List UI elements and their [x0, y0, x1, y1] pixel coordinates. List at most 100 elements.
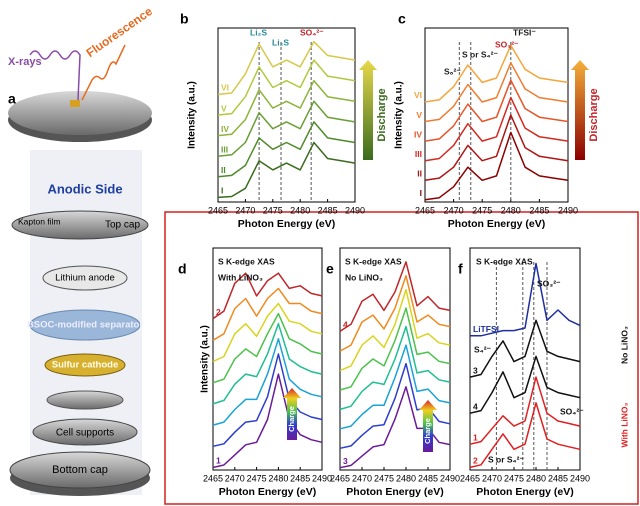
kapton-label: Kapton film	[18, 216, 61, 226]
series-label: LiTFSI	[473, 324, 499, 334]
annotation: S or S₄²⁻	[488, 454, 524, 464]
plot-frame	[424, 27, 569, 203]
plot-frame	[212, 247, 323, 471]
series-label: 4	[343, 320, 348, 330]
x-axis-label: Photon Energy (eV)	[219, 486, 316, 498]
series-label: IV	[221, 124, 229, 134]
x-tick-label: 2470	[225, 473, 245, 483]
spectrum	[469, 355, 581, 414]
spectrum	[470, 262, 581, 337]
arrow	[283, 388, 301, 440]
series-label: 1	[473, 432, 478, 442]
x-tick-label: 2465	[208, 205, 228, 215]
x-tick-label: 2475	[263, 205, 283, 215]
spectrum	[212, 338, 323, 426]
annotation: Li₂S	[272, 37, 289, 47]
annotation: No LiNO₃	[619, 326, 629, 364]
series-label: I	[420, 188, 422, 198]
fluor-label: Fluorescence	[84, 4, 156, 60]
spectrum	[424, 44, 569, 103]
x-tick-label: 2485	[529, 205, 549, 215]
x-tick-label: 2470	[235, 205, 255, 215]
x-tick-label: 2480	[290, 205, 310, 215]
annotation: SO₃²⁻	[495, 39, 519, 49]
x-tick-label: 2475	[504, 473, 524, 483]
series-label: II	[417, 169, 422, 179]
x-tick-label: 2490	[345, 205, 365, 215]
annotation: S₄²⁻	[474, 344, 492, 354]
annotation: S K-edge XAS	[476, 256, 533, 266]
chart: f 2465 2470 2475 2480 2485 2490 Photon Energy (…	[458, 247, 629, 498]
series-label: III	[221, 144, 228, 154]
series-label: VI	[414, 90, 422, 100]
x-tick-label: 2480	[396, 473, 416, 483]
diagram: a X-rays Fluorescence Anodic Side Kapton…	[8, 4, 155, 496]
top-cap	[11, 210, 149, 240]
x-tick-label: 2470	[482, 473, 502, 483]
annotation: S K-edge XAS	[345, 256, 402, 266]
spectrum	[339, 344, 451, 430]
spectrum	[212, 302, 323, 363]
panel-label: e	[326, 261, 334, 277]
panel-label: d	[178, 261, 187, 277]
annotation: S K-edge XAS	[218, 256, 275, 266]
supports-label: Cell supports	[56, 428, 114, 439]
panel-label: a	[8, 91, 16, 107]
spectrum	[212, 312, 323, 384]
x-tick-label: 2485	[318, 205, 338, 215]
chart: c 2465 2470 2475 2480 2485 2490 Photon Energy (…	[394, 11, 600, 230]
separator-label: BSOC-modified separator	[27, 320, 143, 331]
y-axis-label: Intensity (a.u.)	[394, 81, 405, 149]
x-tick-label: 2470	[352, 473, 372, 483]
annotation: No LiNO₃	[345, 272, 383, 282]
series-label: IV	[414, 129, 422, 139]
spectrum	[424, 96, 569, 162]
x-tick-label: 2475	[247, 473, 267, 483]
spectrum	[469, 376, 581, 445]
spectrum	[424, 114, 569, 182]
x-tick-label: 2490	[440, 473, 460, 483]
x-axis-label: Photon Energy (eV)	[476, 486, 573, 498]
arrow	[571, 60, 589, 160]
x-tick-label: 2490	[570, 473, 590, 483]
series-label: 2	[216, 307, 221, 317]
annotation: S₆²⁻	[444, 66, 461, 76]
annotation: Li₂S	[250, 27, 267, 37]
cathode	[44, 353, 126, 377]
spectrum	[212, 353, 323, 448]
arrow	[359, 60, 377, 160]
series-label: 4	[473, 401, 478, 411]
cell-top	[8, 91, 152, 135]
spectrum	[339, 261, 451, 332]
x-axis-label: Photon Energy (eV)	[238, 218, 335, 230]
topcap-label: Top cap	[105, 220, 140, 231]
plot-frame	[469, 247, 581, 471]
sample	[70, 100, 80, 107]
x-tick-label: 2490	[312, 473, 332, 483]
spectrum	[212, 322, 323, 405]
panel-label: b	[180, 11, 189, 27]
x-tick-label: 2485	[548, 473, 568, 483]
spectrum	[339, 288, 451, 372]
spectrum	[217, 100, 356, 157]
x-tick-label: 2475	[374, 473, 394, 483]
annotation: SO₄²⁻	[560, 406, 584, 416]
series-label: V	[221, 103, 227, 113]
x-tick-label: 2490	[558, 205, 578, 215]
spectrum	[217, 121, 356, 178]
arrow-label: Discharge	[376, 88, 388, 141]
series-label: II	[221, 165, 226, 175]
x-tick-label: 2465	[415, 205, 435, 215]
fluor-wave	[81, 44, 126, 101]
spectrum	[217, 59, 356, 116]
series-label: I	[221, 186, 223, 196]
spectrum	[339, 307, 451, 391]
panel-label: c	[398, 11, 406, 27]
spectrum	[469, 319, 581, 378]
annotation: TFSI⁻	[513, 27, 536, 37]
x-tick-label: 2465	[203, 473, 223, 483]
arrow-label: Charge	[287, 406, 296, 432]
spectrum	[217, 40, 356, 96]
lithium-label: Lithium anode	[55, 273, 115, 284]
